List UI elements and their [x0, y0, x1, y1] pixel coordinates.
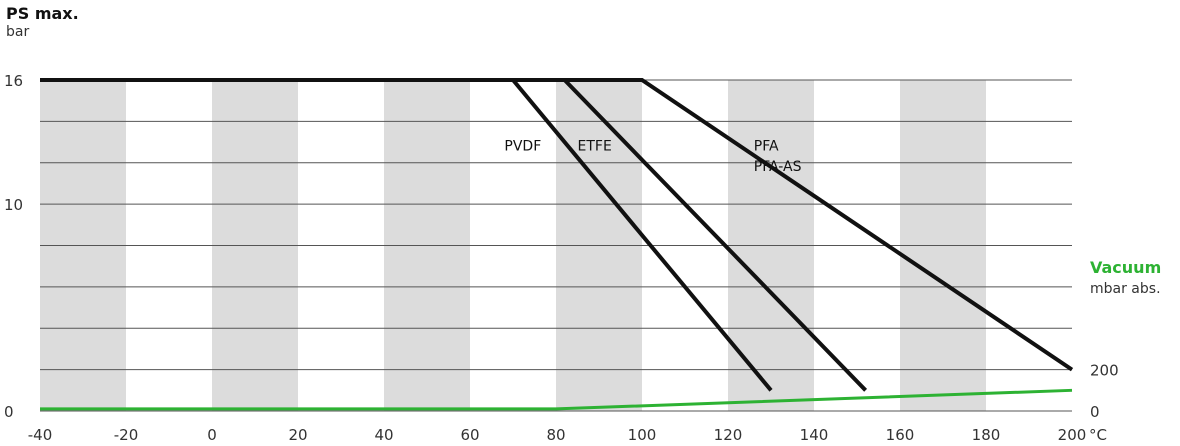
x-tick-label: 100	[628, 426, 657, 444]
x-tick-label: 160	[886, 426, 915, 444]
vacuum-axis-unit: mbar abs.	[1090, 281, 1161, 297]
x-tick-label: 60	[460, 426, 479, 444]
x-tick-label: 180	[972, 426, 1001, 444]
series-label-pfa: PFA	[754, 138, 779, 154]
x-tick-label: -20	[114, 426, 139, 444]
vacuum-tick-label: 200	[1090, 362, 1119, 380]
x-tick-label: 20	[288, 426, 307, 444]
series-label-pfa-as: PFA-AS	[754, 159, 802, 175]
x-tick-label: 0	[207, 426, 217, 444]
y-axis-title: PS max.	[6, 4, 79, 23]
x-axis-unit: °C	[1089, 426, 1107, 444]
series-line-pfa	[40, 78, 1074, 372]
y-tick-label: 10	[4, 196, 23, 214]
series-label-pvdf: PVDF	[504, 138, 541, 154]
y-tick-label: 0	[4, 403, 14, 421]
x-tick-label: 200	[1058, 426, 1087, 444]
x-tick-label: 80	[546, 426, 565, 444]
x-tick-label: 40	[374, 426, 393, 444]
y-tick-label: 16	[4, 72, 23, 90]
series-line-vacuum	[40, 388, 1073, 411]
x-tick-label: 140	[800, 426, 829, 444]
vacuum-axis-title: Vacuum	[1090, 258, 1162, 277]
series-label-etfe: ETFE	[578, 138, 612, 154]
x-tick-label: 120	[714, 426, 743, 444]
vacuum-tick-label: 0	[1090, 403, 1100, 421]
x-tick-label: -40	[28, 426, 53, 444]
y-axis-unit: bar	[6, 24, 30, 40]
